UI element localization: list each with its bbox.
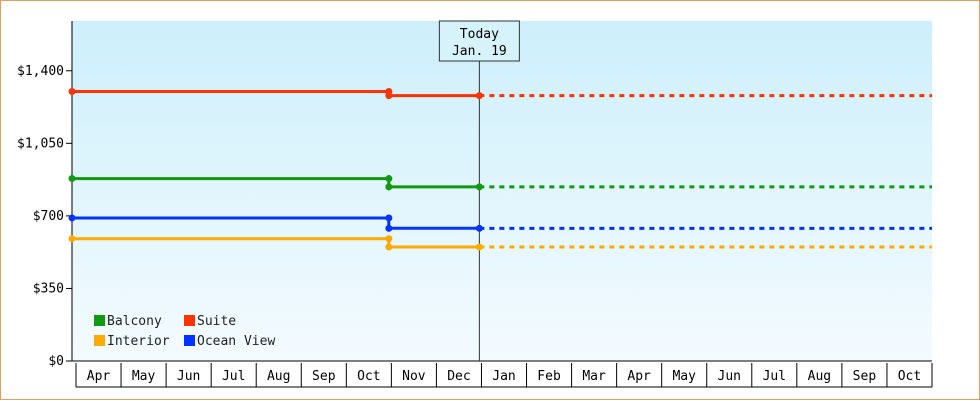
data-point-balcony (385, 183, 393, 191)
legend-label: Interior (107, 334, 170, 349)
x-month-label: Jul (222, 369, 245, 384)
y-tick-label: $0 (48, 354, 64, 369)
data-point-ocean-view (475, 224, 483, 232)
today-label: Today (460, 27, 499, 42)
today-box (438, 20, 520, 62)
data-point-suite (385, 92, 393, 100)
data-point-suite (68, 87, 76, 95)
legend-swatch (94, 335, 105, 346)
data-point-ocean-view (385, 214, 393, 222)
legend-label: Ocean View (197, 334, 275, 349)
plot-background (72, 21, 932, 361)
x-month-label: Jun (718, 369, 741, 384)
x-month-label: Oct (898, 369, 921, 384)
legend-swatch (184, 315, 195, 326)
x-month-label: Jun (177, 369, 200, 384)
x-month-label: Apr (627, 369, 651, 384)
data-point-interior (68, 235, 76, 243)
x-month-label: Mar (582, 369, 606, 384)
x-month-label: Sep (853, 369, 877, 384)
x-month-label: Oct (357, 369, 380, 384)
x-month-label: Aug (267, 369, 290, 384)
legend-label: Suite (197, 314, 236, 329)
series-line-ocean-view (72, 216, 480, 230)
data-point-balcony (475, 183, 483, 191)
x-month-label: Sep (312, 369, 336, 384)
x-month-label: Apr (87, 369, 111, 384)
x-month-label: Aug (808, 369, 831, 384)
series-line-interior (72, 237, 480, 249)
x-month-label: Jan (492, 369, 515, 384)
legend-label: Balcony (107, 314, 162, 329)
series-line-balcony (72, 177, 480, 189)
x-month-label: Feb (537, 369, 561, 384)
legend-swatch (184, 335, 195, 346)
data-point-ocean-view (385, 224, 393, 232)
y-tick-label: $1,400 (17, 64, 64, 79)
data-point-ocean-view (68, 214, 76, 222)
data-point-balcony (68, 175, 76, 183)
data-point-suite (475, 92, 483, 100)
x-month-label: May (132, 369, 156, 384)
x-month-label: Dec (447, 369, 470, 384)
data-point-balcony (385, 175, 393, 183)
y-tick-label: $700 (33, 209, 64, 224)
y-tick-label: $350 (33, 281, 64, 296)
x-month-label: May (672, 369, 696, 384)
today-date: Jan. 19 (452, 44, 507, 59)
x-month-label: Jul (763, 369, 786, 384)
data-point-interior (475, 243, 483, 251)
legend-swatch (94, 315, 105, 326)
data-point-interior (385, 235, 393, 243)
x-month-label: Nov (402, 369, 426, 384)
data-point-interior (385, 243, 393, 251)
y-tick-label: $1,050 (17, 136, 64, 151)
